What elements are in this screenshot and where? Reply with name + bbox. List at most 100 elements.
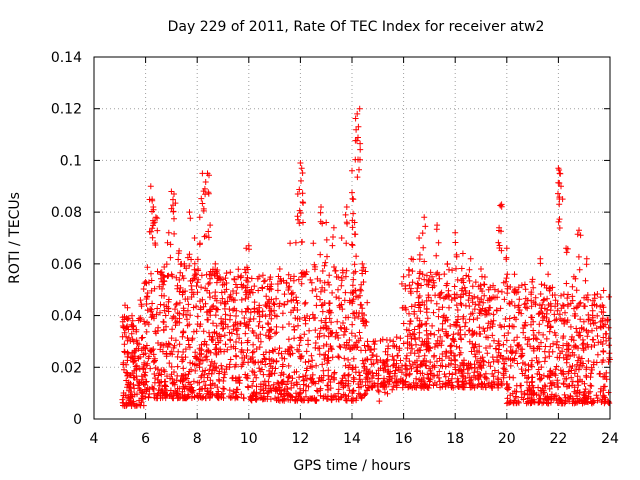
data-point [495, 338, 502, 345]
data-point [213, 306, 220, 313]
data-point [573, 325, 580, 332]
data-point [238, 391, 245, 398]
data-point [352, 333, 359, 339]
data-point [603, 337, 610, 344]
data-point [335, 335, 342, 341]
data-point [465, 327, 472, 334]
data-point [542, 354, 549, 361]
data-point [559, 348, 566, 355]
data-point [478, 365, 485, 372]
data-point [324, 360, 331, 367]
data-point [450, 352, 457, 359]
data-point [381, 375, 387, 382]
data-point [461, 378, 468, 385]
data-point [351, 376, 358, 383]
data-point [530, 391, 537, 398]
data-point [294, 213, 301, 220]
data-point [244, 305, 251, 312]
data-point [478, 380, 485, 387]
data-point [218, 394, 225, 401]
data-point [435, 327, 442, 334]
data-point [589, 366, 595, 373]
data-point [385, 368, 392, 375]
data-point [337, 324, 344, 331]
data-point [389, 375, 396, 382]
data-point [540, 297, 547, 304]
data-point [494, 354, 500, 361]
data-point [197, 306, 204, 313]
data-point [184, 296, 191, 302]
data-point [151, 219, 158, 226]
data-point [213, 279, 220, 286]
data-point [476, 330, 483, 337]
data-point [196, 360, 203, 367]
data-point [234, 377, 241, 384]
data-point [318, 302, 325, 309]
data-point [304, 365, 311, 372]
data-point [426, 365, 433, 372]
data-point [216, 331, 223, 338]
data-point [537, 291, 544, 297]
data-point [535, 311, 542, 318]
data-point [454, 383, 461, 390]
data-point [371, 380, 378, 387]
data-point [430, 382, 437, 389]
data-point [509, 348, 516, 355]
data-point [466, 277, 473, 284]
data-point [433, 381, 440, 388]
data-point [427, 359, 434, 366]
data-point [171, 215, 177, 222]
data-point [335, 396, 342, 403]
data-point [570, 344, 577, 351]
data-point [474, 294, 481, 301]
data-point [169, 395, 176, 402]
data-point [206, 290, 213, 296]
data-point [345, 356, 352, 363]
data-point [551, 292, 558, 298]
data-point [247, 290, 254, 296]
data-point [197, 240, 203, 247]
data-point [349, 189, 355, 196]
data-point [568, 367, 575, 374]
data-point [587, 382, 594, 389]
data-point [460, 315, 467, 322]
data-point [249, 328, 256, 334]
data-point [571, 305, 577, 312]
data-point [159, 394, 166, 401]
data-point [414, 367, 421, 374]
data-point [585, 358, 592, 364]
data-point [312, 380, 319, 387]
data-point [439, 326, 446, 333]
data-point [509, 357, 516, 364]
data-point [247, 396, 254, 403]
data-point [564, 245, 571, 252]
data-point [210, 302, 217, 309]
data-point [206, 366, 213, 373]
data-point [352, 231, 359, 238]
data-point [265, 378, 272, 385]
data-point [271, 301, 278, 308]
data-point [606, 293, 612, 300]
data-point [453, 291, 460, 298]
data-point [262, 313, 269, 320]
data-point [365, 384, 371, 391]
data-point [121, 329, 128, 336]
data-point [504, 271, 511, 278]
data-point [574, 361, 580, 368]
data-point [420, 244, 427, 251]
data-point [354, 344, 361, 350]
data-point [123, 361, 130, 368]
data-point [140, 286, 147, 292]
data-point [572, 310, 579, 317]
data-point [556, 396, 563, 403]
data-point [483, 345, 489, 351]
data-point [356, 376, 363, 383]
data-point [480, 299, 487, 306]
data-point [530, 398, 537, 405]
data-point [182, 346, 189, 353]
data-point [402, 365, 409, 372]
data-point [555, 190, 561, 197]
data-point [565, 291, 571, 298]
data-point [179, 373, 186, 380]
data-point [169, 351, 176, 358]
